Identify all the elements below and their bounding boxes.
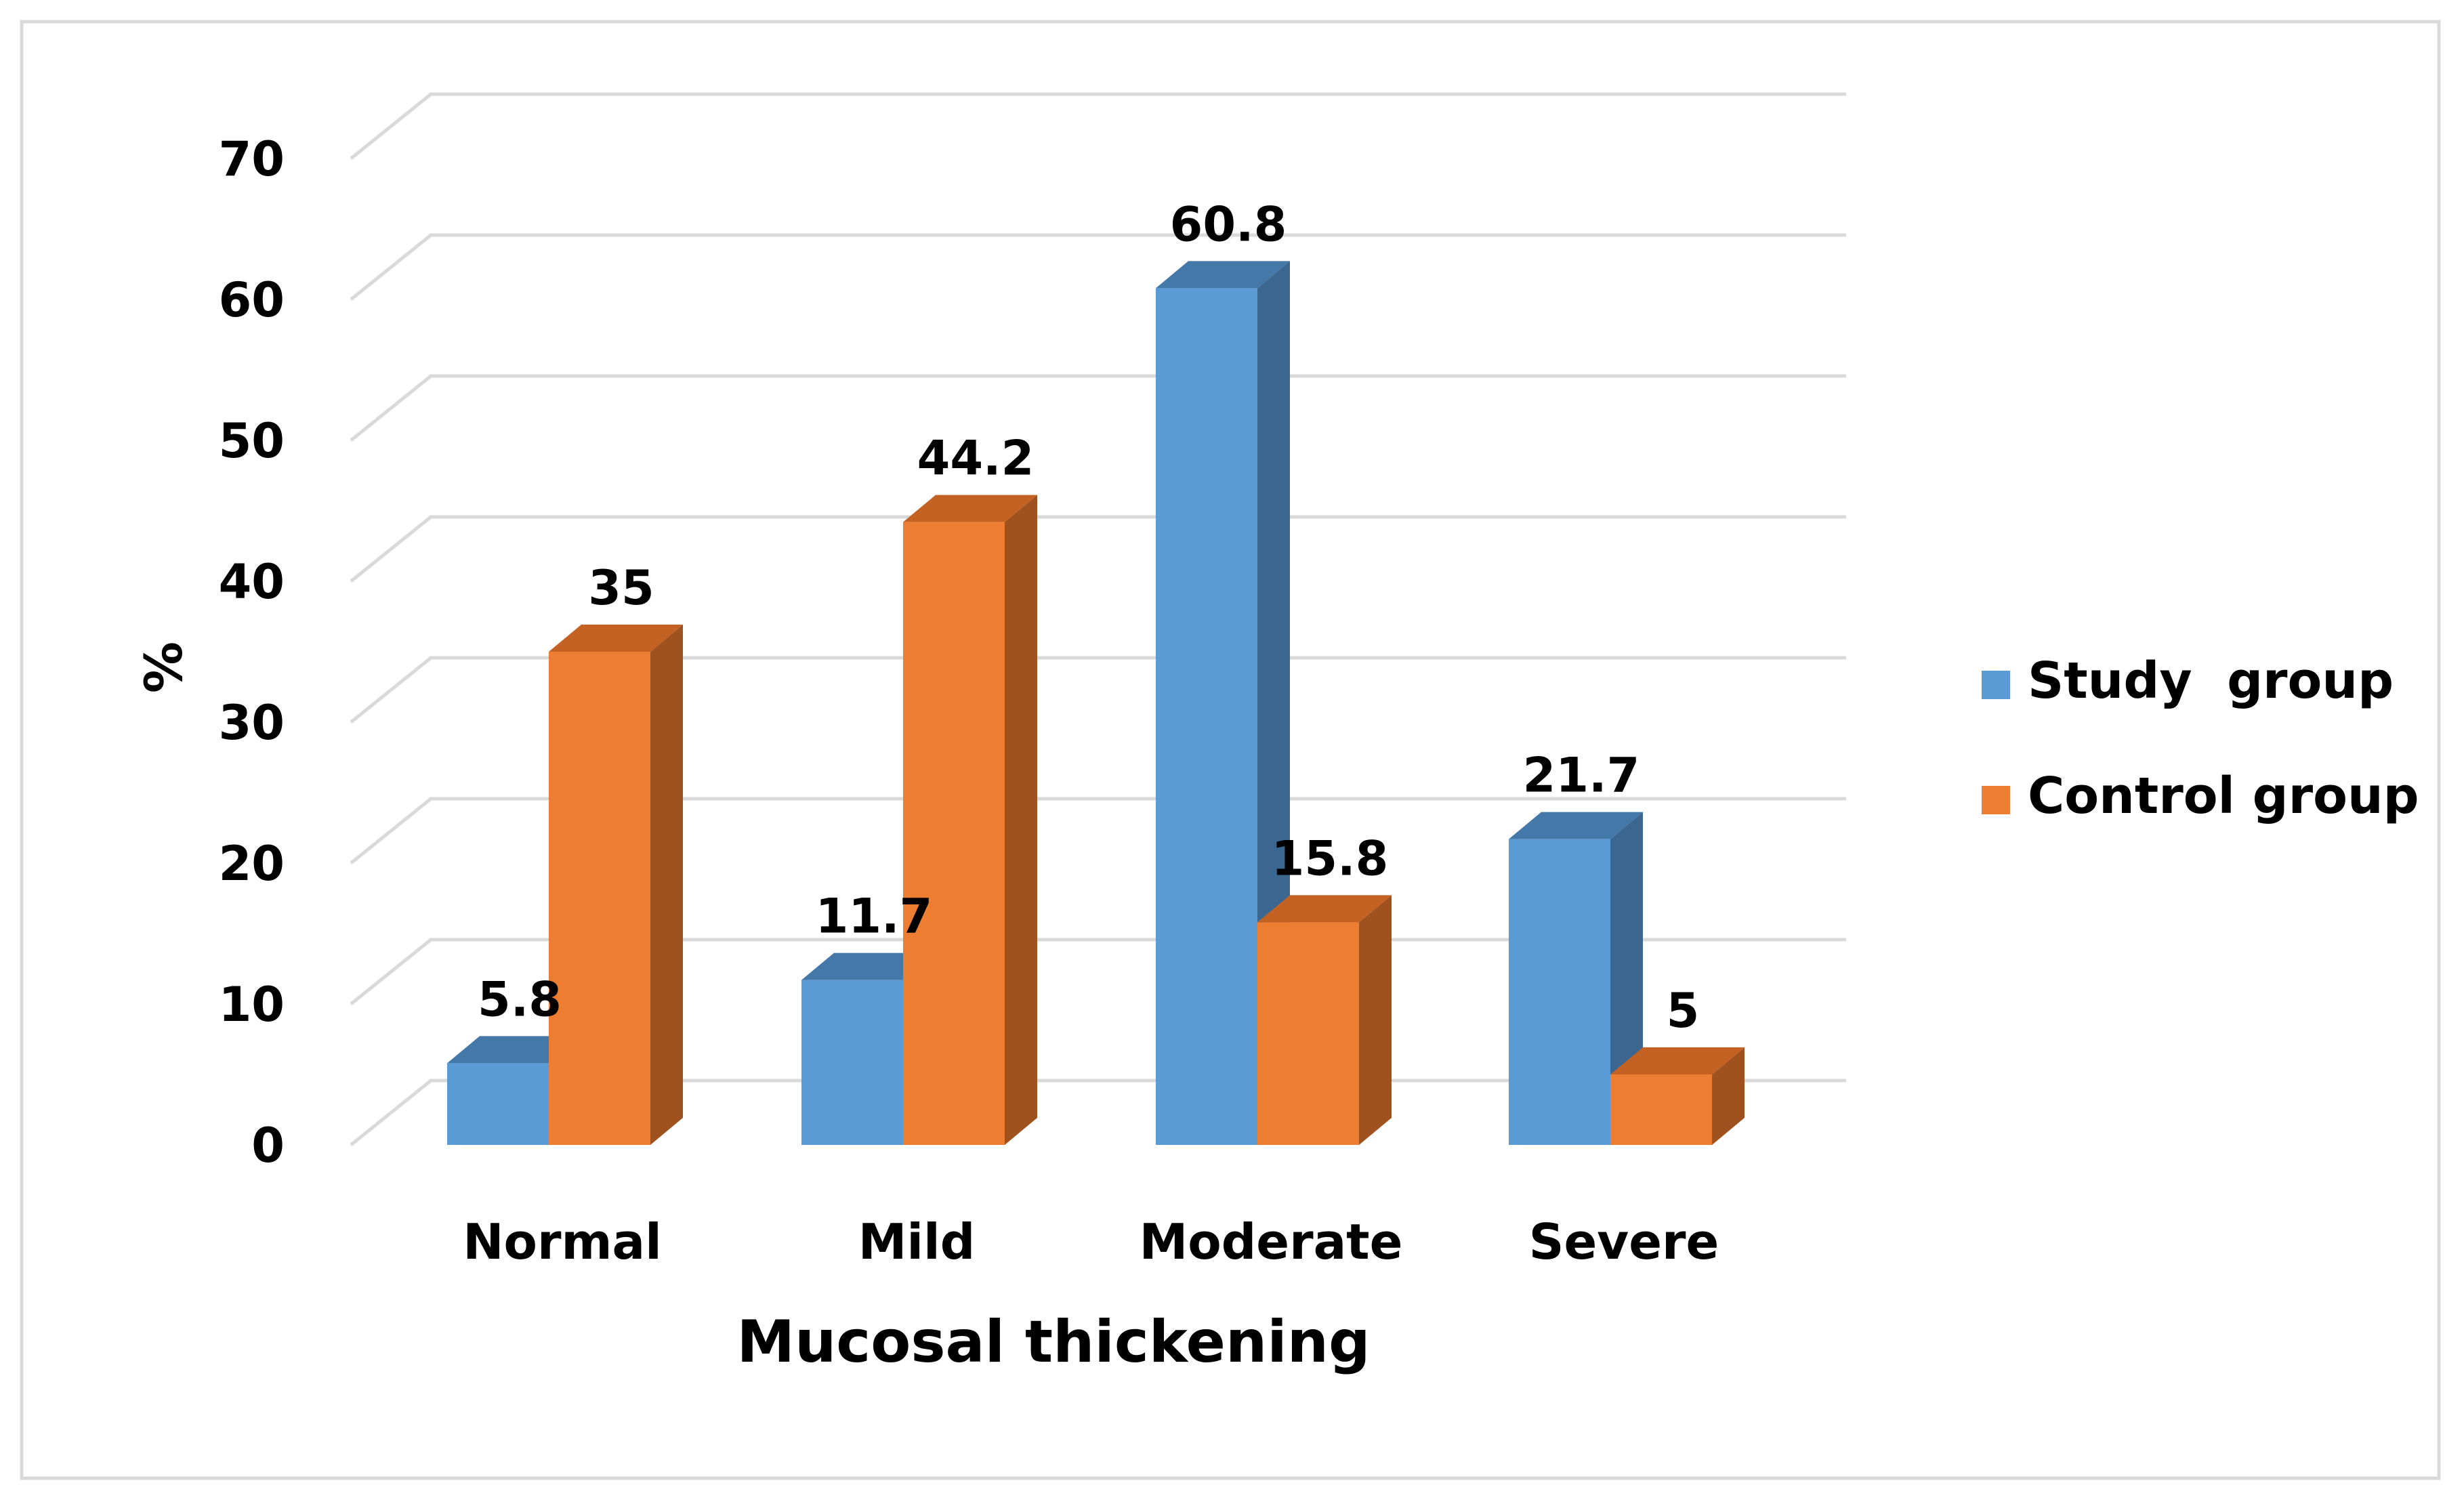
bar-top [1509,812,1643,839]
bar-top [903,495,1037,522]
bar-normal-control [549,625,683,1145]
data-label: 35 [588,560,654,616]
bar-top [801,953,936,980]
gridline [350,374,1846,442]
gridline [350,515,1846,583]
x-tick-label: Severe [1529,1213,1719,1270]
bar-front [1509,839,1610,1145]
gridline [350,797,1846,864]
legend-swatch [1982,786,2010,814]
y-tick-label: 30 [219,695,285,751]
bar-top [549,625,683,652]
gridline [350,92,1846,160]
bar-moderate-control [1257,895,1392,1145]
bar-mild-control [903,495,1037,1145]
x-tick-label: Mild [858,1213,976,1270]
x-axis-title: Mucosal thickening [737,1308,1371,1376]
y-tick-label: 20 [219,836,285,892]
bar-front [1156,288,1257,1145]
bar-front [1610,1074,1712,1145]
bar-top [1257,895,1392,923]
bar-top [1610,1047,1745,1074]
x-tick-label: Moderate [1140,1213,1403,1270]
y-tick-label: 10 [219,977,285,1032]
legend-swatch [1982,671,2010,699]
legend-label: Study group [2028,652,2394,710]
bar-side [1359,895,1392,1145]
data-label: 5 [1667,983,1700,1039]
data-label: 60.8 [1170,196,1287,252]
bar-front [1257,922,1359,1145]
legend-label: Control group [2028,767,2419,825]
bar-front [801,980,903,1145]
bar-side [1712,1047,1745,1145]
bar-side [1005,495,1037,1145]
data-label: 44.2 [917,431,1035,486]
y-tick-label: 60 [219,272,285,328]
data-label: 21.7 [1523,748,1640,803]
y-tick-label: 50 [219,413,285,469]
y-tick-label: 0 [251,1118,285,1173]
bar-side [650,625,683,1145]
gridline [350,233,1846,301]
data-label: 15.8 [1272,831,1389,886]
bar-severe-control [1610,1047,1745,1145]
bar-front [447,1063,549,1145]
y-tick-label: 70 [219,131,285,187]
bar-top [1156,261,1290,289]
bar-front [549,652,650,1145]
y-axis-title: % [133,642,194,693]
gridline [350,656,1846,724]
y-tick-label: 40 [219,554,285,610]
data-label: 5.8 [478,971,562,1027]
bar-top [447,1036,581,1064]
data-label: 11.7 [816,889,933,944]
x-tick-label: Normal [463,1213,662,1270]
bar-front [903,522,1005,1145]
